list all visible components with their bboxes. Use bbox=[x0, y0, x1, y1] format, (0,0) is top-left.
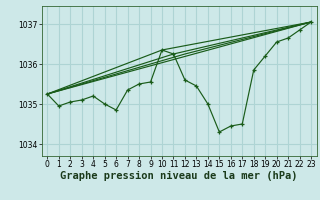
X-axis label: Graphe pression niveau de la mer (hPa): Graphe pression niveau de la mer (hPa) bbox=[60, 171, 298, 181]
